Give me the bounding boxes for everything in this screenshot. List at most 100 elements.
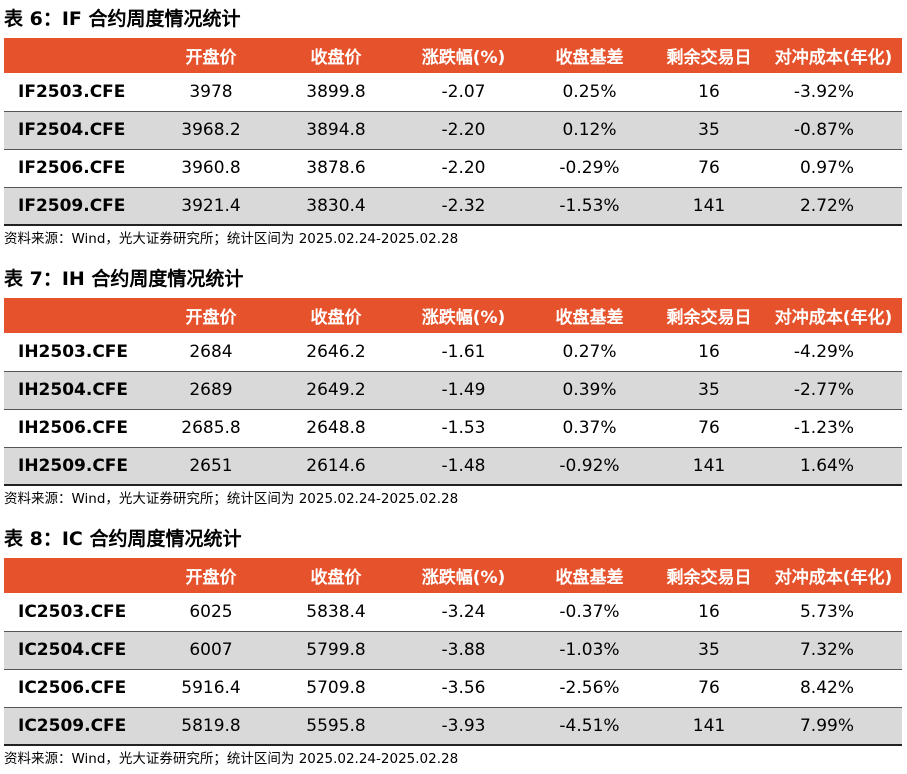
- header-basis: 收盘基差: [555, 568, 624, 588]
- close-basis: -2.56%: [526, 669, 653, 708]
- open-price: 3921.4: [151, 187, 271, 226]
- open-price: 2689: [151, 371, 271, 410]
- contract-code: IH2504.CFE: [4, 371, 151, 410]
- close-price: 2648.8: [271, 409, 401, 448]
- close-price: 2614.6: [271, 447, 401, 486]
- open-price: 6025: [151, 593, 271, 632]
- remaining-days: 76: [653, 409, 765, 448]
- contract-code: IF2506.CFE: [4, 149, 151, 188]
- source-note: 资料来源：Wind，光大证券研究所；统计区间为 2025.02.24-2025.…: [4, 491, 459, 507]
- change-pct: -2.20: [401, 149, 526, 188]
- open-price: 5819.8: [151, 707, 271, 746]
- close-basis: -0.37%: [526, 593, 653, 632]
- contract-code: IF2509.CFE: [4, 187, 151, 226]
- table-row: IF2509.CFE 3921.4 3830.4 -2.32 -1.53% 14…: [4, 187, 902, 226]
- hedge-cost: -4.29%: [765, 333, 902, 372]
- table-row: IH2503.CFE 2684 2646.2 -1.61 0.27% 16 -4…: [4, 333, 902, 372]
- header-hedge-cost: 对冲成本(年化): [774, 568, 893, 588]
- table-header-row: 开盘价 收盘价 涨跌幅(%) 收盘基差 剩余交易日 对冲成本(年化): [4, 558, 902, 593]
- close-basis: -4.51%: [526, 707, 653, 746]
- hedge-cost: -0.87%: [765, 111, 902, 150]
- hedge-cost: 7.32%: [765, 631, 902, 670]
- contract-code: IH2503.CFE: [4, 333, 151, 372]
- hedge-cost: 0.97%: [765, 149, 902, 188]
- header-contract: [4, 298, 151, 333]
- header-open: 开盘价: [185, 308, 237, 328]
- change-pct: -3.56: [401, 669, 526, 708]
- close-basis: 0.27%: [526, 333, 653, 372]
- hedge-cost: -1.23%: [765, 409, 902, 448]
- open-price: 3960.8: [151, 149, 271, 188]
- header-close: 收盘价: [310, 48, 362, 68]
- table-row: IH2509.CFE 2651 2614.6 -1.48 -0.92% 141 …: [4, 447, 902, 486]
- table-header-row: 开盘价 收盘价 涨跌幅(%) 收盘基差 剩余交易日 对冲成本(年化): [4, 38, 902, 73]
- close-price: 5799.8: [271, 631, 401, 670]
- header-days: 剩余交易日: [666, 568, 752, 588]
- change-pct: -1.49: [401, 371, 526, 410]
- contract-code: IC2504.CFE: [4, 631, 151, 670]
- change-pct: -1.61: [401, 333, 526, 372]
- header-basis: 收盘基差: [555, 308, 624, 328]
- header-days: 剩余交易日: [666, 308, 752, 328]
- table-title: 表 7：IH 合约周度情况统计: [4, 268, 244, 290]
- contract-code: IC2506.CFE: [4, 669, 151, 708]
- contract-code: IC2503.CFE: [4, 593, 151, 632]
- close-basis: -1.53%: [526, 187, 653, 226]
- hedge-cost: -2.77%: [765, 371, 902, 410]
- remaining-days: 35: [653, 631, 765, 670]
- close-price: 3894.8: [271, 111, 401, 150]
- hedge-cost: 7.99%: [765, 707, 902, 746]
- contract-code: IF2503.CFE: [4, 73, 151, 112]
- header-contract: [4, 558, 151, 593]
- remaining-days: 141: [653, 187, 765, 226]
- remaining-days: 76: [653, 669, 765, 708]
- close-price: 3830.4: [271, 187, 401, 226]
- contract-code: IF2504.CFE: [4, 111, 151, 150]
- close-price: 5709.8: [271, 669, 401, 708]
- table-title: 表 8：IC 合约周度情况统计: [4, 528, 242, 550]
- remaining-days: 16: [653, 593, 765, 632]
- table-row: IC2504.CFE 6007 5799.8 -3.88 -1.03% 35 7…: [4, 631, 902, 670]
- open-price: 2684: [151, 333, 271, 372]
- open-price: 3978: [151, 73, 271, 112]
- close-price: 5838.4: [271, 593, 401, 632]
- remaining-days: 35: [653, 371, 765, 410]
- close-price: 5595.8: [271, 707, 401, 746]
- open-price: 5916.4: [151, 669, 271, 708]
- change-pct: -1.53: [401, 409, 526, 448]
- header-open: 开盘价: [185, 568, 237, 588]
- header-change: 涨跌幅(%): [421, 48, 506, 68]
- contract-code: IH2506.CFE: [4, 409, 151, 448]
- close-price: 2649.2: [271, 371, 401, 410]
- remaining-days: 141: [653, 707, 765, 746]
- open-price: 2685.8: [151, 409, 271, 448]
- hedge-cost: 1.64%: [765, 447, 902, 486]
- hedge-cost: -3.92%: [765, 73, 902, 112]
- contract-code: IH2509.CFE: [4, 447, 151, 486]
- header-change: 涨跌幅(%): [421, 568, 506, 588]
- remaining-days: 16: [653, 73, 765, 112]
- close-basis: 0.25%: [526, 73, 653, 112]
- open-price: 2651: [151, 447, 271, 486]
- close-basis: -1.03%: [526, 631, 653, 670]
- table-header-row: 开盘价 收盘价 涨跌幅(%) 收盘基差 剩余交易日 对冲成本(年化): [4, 298, 902, 333]
- futures-table-if: 开盘价 收盘价 涨跌幅(%) 收盘基差 剩余交易日 对冲成本(年化) IF250…: [4, 38, 902, 226]
- table-row: IF2503.CFE 3978 3899.8 -2.07 0.25% 16 -3…: [4, 73, 902, 112]
- change-pct: -1.48: [401, 447, 526, 486]
- close-price: 3899.8: [271, 73, 401, 112]
- close-basis: 0.37%: [526, 409, 653, 448]
- remaining-days: 76: [653, 149, 765, 188]
- source-note: 资料来源：Wind，光大证券研究所；统计区间为 2025.02.24-2025.…: [4, 231, 459, 247]
- header-basis: 收盘基差: [555, 48, 624, 68]
- close-basis: 0.12%: [526, 111, 653, 150]
- open-price: 6007: [151, 631, 271, 670]
- table-row: IF2506.CFE 3960.8 3878.6 -2.20 -0.29% 76…: [4, 149, 902, 188]
- header-hedge-cost: 对冲成本(年化): [774, 48, 893, 68]
- hedge-cost: 2.72%: [765, 187, 902, 226]
- futures-table-ic: 开盘价 收盘价 涨跌幅(%) 收盘基差 剩余交易日 对冲成本(年化) IC250…: [4, 558, 902, 746]
- header-close: 收盘价: [310, 308, 362, 328]
- close-price: 3878.6: [271, 149, 401, 188]
- table-title: 表 6：IF 合约周度情况统计: [4, 8, 241, 30]
- header-contract: [4, 38, 151, 73]
- contract-code: IC2509.CFE: [4, 707, 151, 746]
